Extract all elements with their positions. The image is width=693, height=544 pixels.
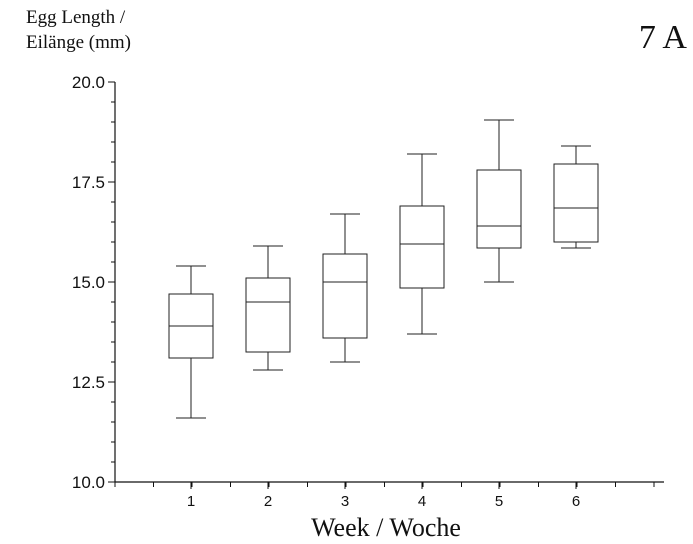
interquartile-box [399,205,445,289]
x-tick-label: 4 [418,493,426,510]
y-axis-label-line1: Egg Length / [26,7,126,28]
x-tick-label: 6 [572,493,580,510]
box-week-3 [322,213,368,363]
interquartile-box [476,169,522,249]
y-axis-ticks: 10.0 12.5 15.0 17.5 20.0 [72,73,115,492]
y-tick-label: 17.5 [72,173,105,192]
interquartile-box [322,253,368,339]
panel-label: 7 A [639,19,688,56]
y-tick-label: 10.0 [72,473,105,492]
interquartile-box [245,277,291,353]
x-tick-label: 2 [264,493,272,510]
interquartile-box [553,163,599,243]
x-tick-label: 3 [341,493,349,510]
x-axis-label: Week / Woche [311,513,461,542]
box-series [168,119,599,419]
box-week-4 [399,153,445,335]
box-week-5 [476,119,522,283]
x-tick-label: 5 [495,493,503,510]
box-week-1 [168,265,214,419]
box-week-2 [245,245,291,371]
y-tick-label: 12.5 [72,373,105,392]
box-week-6 [553,145,599,249]
y-axis-label-line2: Eilänge (mm) [26,32,131,53]
y-tick-label: 15.0 [72,273,105,292]
x-tick-label: 1 [187,493,195,510]
y-tick-label: 20.0 [72,73,105,92]
x-axis-ticks: 1 2 3 4 5 6 [114,482,655,510]
